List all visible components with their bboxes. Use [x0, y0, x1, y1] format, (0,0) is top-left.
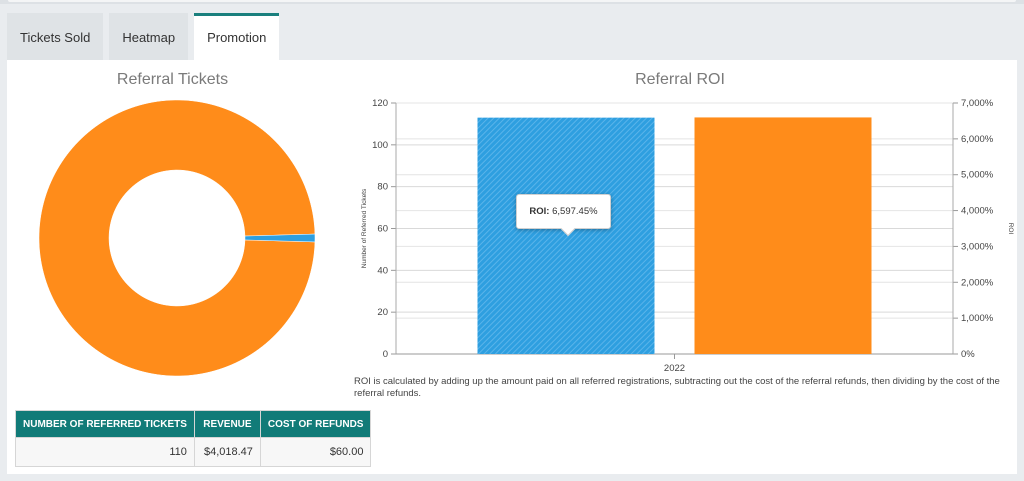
y2-tick-label: 1,000% — [961, 313, 994, 324]
y2-tick-label: 4,000% — [961, 206, 994, 217]
tooltip-value: 6,597.45% — [552, 206, 598, 217]
pie-slice-blue — [244, 233, 316, 243]
pie-chart-title: Referral Tickets — [116, 71, 229, 88]
tab-promotion[interactable]: Promotion — [194, 13, 280, 60]
referral-summary-table: NUMBER OF REFERRED TICKETS REVENUE COST … — [15, 410, 372, 467]
bar-chart-title: Referral ROI — [635, 71, 725, 88]
y2-tick-label: 3,000% — [961, 241, 994, 252]
bar-referred-tickets-2022 — [477, 117, 655, 354]
y-tick-label: 60 — [377, 224, 388, 235]
promotion-panel: Referral Tickets Referral ROI 0 20 40 60 80 1… — [7, 60, 1017, 474]
y2-axis-title: ROI — [1007, 223, 1014, 235]
bar-roi-2022 — [694, 117, 872, 354]
y-tick-label: 100 — [372, 140, 388, 151]
pie-slice-orange — [38, 99, 316, 377]
roi-explanation: ROI is calculated by adding up the amoun… — [354, 376, 1000, 399]
y2-tick-label: 6,000% — [961, 134, 994, 145]
referral-tickets-donut-chart — [38, 99, 316, 377]
y-tick-label: 20 — [377, 307, 388, 318]
y2-tick-label: 0% — [961, 349, 975, 360]
y-tick-label: 120 — [372, 98, 388, 109]
cost-of-refunds-value: $60.00 — [259, 437, 372, 467]
y2-tick-label: 5,000% — [961, 170, 994, 181]
column-header-cost-of-refunds: COST OF REFUNDS — [259, 410, 372, 438]
y2-tick-label: 7,000% — [961, 98, 994, 109]
tooltip-label: ROI: — [529, 206, 550, 217]
top-bar — [0, 0, 1024, 4]
revenue-value: $4,018.47 — [193, 437, 261, 467]
referred-tickets-value: 110 — [15, 437, 195, 467]
y-axis-title: Number of Referred Tickets — [361, 188, 368, 268]
roi-tooltip: ROI: 6,597.45% — [516, 194, 611, 229]
column-header-referred-tickets: NUMBER OF REFERRED TICKETS — [15, 410, 195, 438]
y-tick-label: 40 — [377, 265, 388, 276]
y-tick-label: 80 — [377, 182, 388, 193]
referral-roi-bar-chart: 0 20 40 60 80 100 120 0% 1,000% 2,000% 3,000% 4,000… — [361, 98, 1014, 374]
table-row: 110 $4,018.47 $60.00 — [15, 437, 372, 467]
tab-heatmap[interactable]: Heatmap — [109, 13, 189, 60]
y-tick-label: 0 — [383, 349, 388, 360]
tab-bar: Tickets Sold Heatmap Promotion — [7, 13, 280, 60]
y2-tick-label: 2,000% — [961, 277, 994, 288]
tab-tickets-sold[interactable]: Tickets Sold — [7, 13, 104, 60]
x-tick-label: 2022 — [664, 363, 685, 374]
column-header-revenue: REVENUE — [193, 410, 261, 438]
